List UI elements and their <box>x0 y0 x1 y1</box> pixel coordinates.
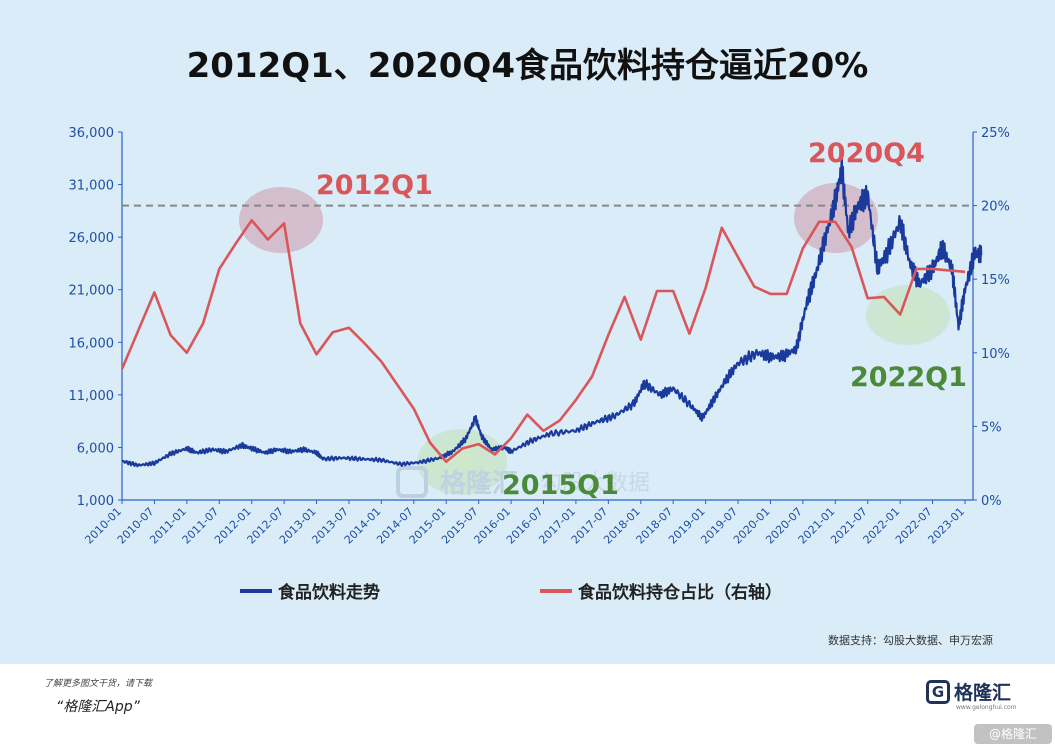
left-tick-label: 26,000 <box>69 231 115 246</box>
brand-logo: G 格隆汇 <box>926 678 1011 705</box>
highlight-circle-2020q4 <box>794 183 878 253</box>
right-tick-label: 25% <box>981 126 1010 141</box>
annotation-label-2012q1: 2012Q1 <box>316 170 433 201</box>
left-tick-label: 21,000 <box>69 284 115 299</box>
watermark-subtext: 勾股大数据 <box>540 471 650 496</box>
left-tick-label: 6,000 <box>77 441 114 456</box>
right-tick-label: 0% <box>981 494 1002 509</box>
annotation-label-2015q1: 2015Q1 <box>502 470 619 501</box>
footer-note: 了解更多图文干货，请下载 <box>44 679 153 689</box>
data-source-note: 数据支持：勾股大数据、申万宏源 <box>828 634 993 647</box>
left-tick-label: 1,000 <box>77 494 114 509</box>
right-tick-label: 10% <box>981 347 1010 362</box>
highlight-circle-2015q1 <box>417 429 507 495</box>
legend-item-index: 食品饮料走势 <box>240 578 380 603</box>
right-tick-label: 15% <box>981 273 1010 288</box>
footer-app-name: “格隆汇App” <box>56 699 140 715</box>
legend-item-holding: 食品饮料持仓占比（右轴） <box>540 578 782 603</box>
left-tick-label: 16,000 <box>69 336 115 351</box>
legend-label-index: 食品饮料走势 <box>278 583 380 603</box>
left-tick-label: 11,000 <box>69 389 115 404</box>
left-tick-label: 36,000 <box>69 126 115 141</box>
series-line-holding <box>120 219 966 463</box>
chart-title: 2012Q1、2020Q4食品饮料持仓逼近20% <box>186 46 869 86</box>
annotation-label-2020q4: 2020Q4 <box>808 138 925 169</box>
highlight-circle-2012q1 <box>239 187 323 253</box>
footer-bar <box>0 664 1055 748</box>
watermark-logo-icon <box>396 466 428 498</box>
legend-label-holding: 食品饮料持仓占比（右轴） <box>578 583 782 603</box>
chart-svg: 格隆汇 勾股大数据 1,000 6,000 11,000 16,000 21,000 26,… <box>69 126 1010 547</box>
legend-swatch-holding <box>540 588 572 593</box>
series-line-index <box>121 156 983 468</box>
annotation-label-2022q1: 2022Q1 <box>850 362 967 393</box>
brand-name: 格隆汇 <box>954 682 1012 704</box>
watermark-text: 格隆汇 <box>440 468 518 499</box>
right-tick-label: 5% <box>981 420 1002 435</box>
left-tick-label: 31,000 <box>69 179 115 194</box>
brand-url: www.gelonghui.com <box>956 704 1017 711</box>
watermark-badge: @格隆汇 <box>974 724 1052 744</box>
legend-swatch-index <box>240 588 272 593</box>
right-tick-label: 20% <box>981 200 1010 215</box>
brand-g-icon: G <box>926 679 950 704</box>
